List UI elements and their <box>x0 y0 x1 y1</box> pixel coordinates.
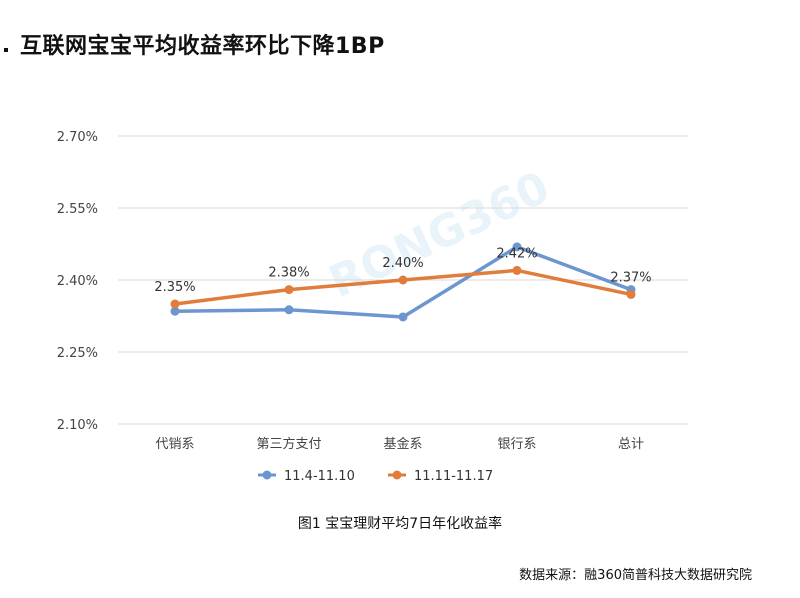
data-point <box>398 312 408 322</box>
watermark: RONG360 <box>322 162 558 308</box>
legend-label: 11.11-11.17 <box>414 469 493 484</box>
y-tick-label: 2.10% <box>57 418 98 433</box>
y-tick-label: 2.70% <box>57 130 98 145</box>
data-point <box>170 299 180 309</box>
y-tick-label: 2.40% <box>57 274 98 289</box>
legend-label: 11.4-11.10 <box>284 469 355 484</box>
y-tick-label: 2.55% <box>57 202 98 217</box>
y-tick-label: 2.25% <box>57 346 98 361</box>
page-title: 互联网宝宝平均收益率环比下降1BP <box>20 34 385 59</box>
source-note: 数据来源：融360简普科技大数据研究院 <box>519 568 752 583</box>
data-point <box>284 305 294 315</box>
data-label: 2.40% <box>382 256 423 271</box>
chart-caption: 图1 宝宝理财平均7日年化收益率 <box>297 516 503 532</box>
title-mark <box>4 48 8 52</box>
x-tick-label: 基金系 <box>383 436 422 452</box>
x-tick-label: 总计 <box>618 437 644 452</box>
data-label: 2.37% <box>610 270 651 285</box>
x-tick-label: 代销系 <box>155 437 194 452</box>
data-label: 2.42% <box>496 246 537 261</box>
data-point <box>512 265 522 275</box>
data-point <box>170 306 180 316</box>
x-tick-label: 银行系 <box>497 437 536 452</box>
data-point <box>512 242 522 252</box>
data-point <box>398 275 408 285</box>
data-label: 2.35% <box>154 280 195 295</box>
legend-swatch-marker <box>262 470 272 480</box>
data-point <box>284 285 294 295</box>
data-label: 2.38% <box>268 266 309 281</box>
data-point <box>626 289 636 299</box>
x-tick-label: 第三方支付 <box>256 436 321 452</box>
line-chart: RONG360 2.10% 2.25% 2.40% 2.55% 2.70% 代销系 第三方支… <box>57 130 688 484</box>
legend-swatch-marker <box>392 470 402 480</box>
